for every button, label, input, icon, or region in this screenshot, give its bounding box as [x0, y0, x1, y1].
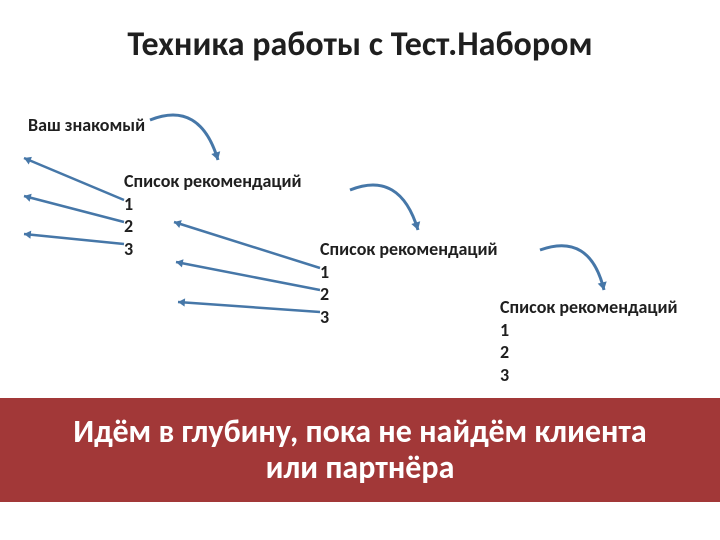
slide-title: Техника работы с Тест.Набором — [0, 24, 720, 65]
list-title: Список рекомендаций — [124, 170, 302, 193]
bottom-banner: Идём в глубину, пока не найдём клиента и… — [0, 398, 720, 502]
list-item: 2 — [320, 283, 498, 306]
recommendation-list-1: Список рекомендаций 1 2 3 — [124, 170, 302, 260]
list-item: 1 — [124, 193, 302, 216]
list-item: 2 — [500, 341, 678, 364]
recommendation-list-2: Список рекомендаций 1 2 3 — [320, 238, 498, 328]
slide: Техника работы с Тест.Набором Ваш знаком… — [0, 0, 720, 540]
list-item: 1 — [320, 261, 498, 284]
list-item: 1 — [500, 319, 678, 342]
list-item: 3 — [320, 306, 498, 329]
list-item: 3 — [500, 364, 678, 387]
list-title: Список рекомендаций — [320, 238, 498, 261]
list-item: 2 — [124, 215, 302, 238]
list-title: Список рекомендаций — [500, 296, 678, 319]
list-item: 3 — [124, 238, 302, 261]
banner-text: Идём в глубину, пока не найдём клиента и… — [60, 414, 660, 486]
start-label: Ваш знакомый — [28, 114, 145, 136]
recommendation-list-3: Список рекомендаций 1 2 3 — [500, 296, 678, 386]
